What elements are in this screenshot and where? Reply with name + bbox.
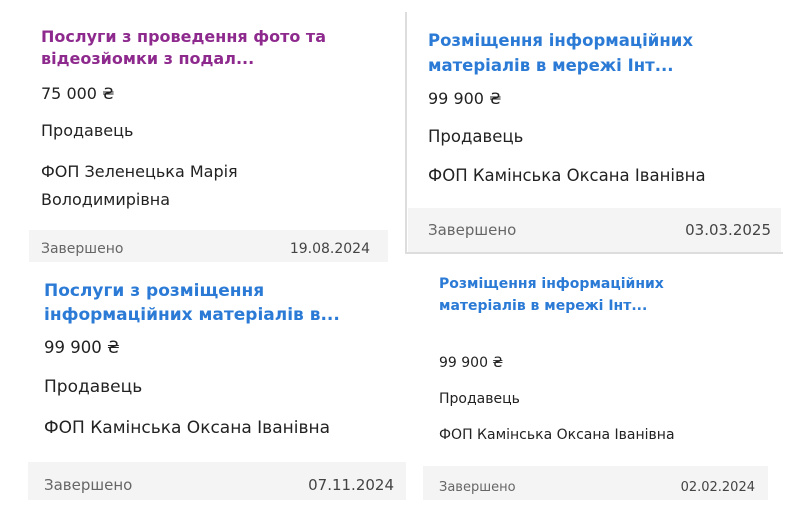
price: 99 900 ₴ — [44, 338, 120, 357]
seller-name: ФОП Зеленецька Марія Володимирівна — [41, 158, 238, 214]
date: 03.03.2025 — [685, 221, 771, 239]
status: Завершено — [428, 221, 517, 239]
title-line: Послуги з проведення фото та — [41, 27, 326, 46]
title-line: відеозйомки з подал... — [41, 49, 255, 68]
card-footer: Завершено 07.11.2024 — [28, 462, 406, 500]
card-footer: Завершено 02.02.2024 — [423, 466, 768, 500]
title-line: Розміщення інформаційних — [428, 31, 693, 50]
seller-line: Володимирівна — [41, 190, 171, 209]
card-title[interactable]: Послуги з розміщення інформаційних матері… — [44, 279, 340, 327]
date: 19.08.2024 — [289, 241, 370, 257]
seller-name: ФОП Камінська Оксана Іванівна — [428, 166, 706, 185]
card-title[interactable]: Розміщення інформаційних матеріалів в мер… — [428, 28, 693, 78]
price: 75 000 ₴ — [41, 84, 115, 103]
status: Завершено — [439, 480, 516, 495]
card-footer: Завершено 03.03.2025 — [408, 208, 781, 252]
seller-name: ФОП Камінська Оксана Іванівна — [44, 418, 330, 438]
seller-line: ФОП Зеленецька Марія — [41, 162, 238, 181]
price: 99 900 ₴ — [439, 355, 504, 371]
title-line: Розміщення інформаційних — [439, 276, 664, 292]
title-line: матеріалів в мережі Інт... — [439, 298, 648, 314]
card-title[interactable]: Послуги з проведення фото та відеозйомки … — [41, 26, 326, 70]
status: Завершено — [44, 476, 133, 494]
date: 07.11.2024 — [308, 476, 394, 494]
role-label: Продавець — [439, 391, 520, 407]
tender-card[interactable]: Розміщення інформаційних матеріалів в мер… — [405, 12, 783, 254]
card-footer: Завершено 19.08.2024 — [29, 230, 388, 262]
role-label: Продавець — [44, 377, 143, 397]
seller-name: ФОП Камінська Оксана Іванівна — [439, 427, 675, 443]
price: 99 900 ₴ — [428, 89, 502, 108]
role-label: Продавець — [428, 127, 524, 146]
role-label: Продавець — [41, 121, 134, 140]
title-line: матеріалів в мережі Інт... — [428, 56, 674, 75]
date: 02.02.2024 — [680, 480, 755, 495]
title-line: Послуги з розміщення — [44, 281, 265, 301]
card-title[interactable]: Розміщення інформаційних матеріалів в мер… — [439, 273, 664, 317]
status: Завершено — [41, 241, 124, 257]
title-line: інформаційних матеріалів в... — [44, 305, 340, 325]
